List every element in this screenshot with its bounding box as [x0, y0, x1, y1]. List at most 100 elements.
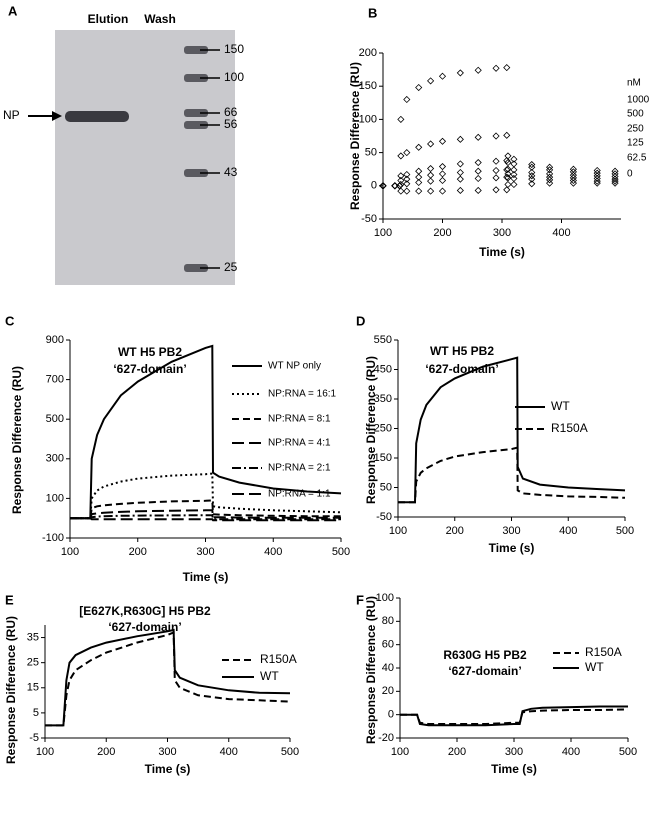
- data-point: [492, 132, 500, 140]
- y-tick-label: 500: [46, 413, 64, 425]
- data-point: [546, 163, 554, 171]
- data-point: [611, 167, 619, 175]
- y-tick-label: 50: [380, 481, 392, 493]
- x-tick-label: 500: [281, 746, 299, 758]
- y-tick-label: 150: [374, 452, 392, 464]
- data-point: [403, 180, 411, 188]
- x-tick-label: 300: [158, 746, 176, 758]
- marker-label: 100: [224, 70, 244, 84]
- legend-label: 500: [627, 109, 644, 120]
- ladder-band: [184, 109, 208, 117]
- data-point: [504, 174, 512, 182]
- data-point: [611, 175, 619, 183]
- data-point: [492, 174, 500, 182]
- y-axis-label: Response Difference (RU): [364, 356, 378, 504]
- legend-label: WT: [585, 660, 604, 674]
- data-point: [546, 166, 554, 174]
- data-point: [415, 187, 423, 195]
- series-line: [400, 708, 629, 725]
- data-point: [474, 186, 482, 195]
- data-point: [611, 177, 619, 185]
- data-point: [503, 131, 511, 139]
- data-point: [611, 179, 619, 187]
- data-point: [593, 177, 601, 185]
- data-point: [474, 133, 482, 141]
- annotation: ‘627-domain’: [108, 620, 181, 634]
- x-tick-label: 400: [559, 525, 577, 537]
- data-point: [504, 158, 512, 167]
- data-point: [492, 186, 500, 194]
- data-point: [611, 172, 619, 181]
- data-point: [456, 69, 464, 77]
- data-point: [546, 176, 554, 184]
- annotation: WT H5 PB2: [430, 344, 494, 358]
- y-axis-label: Response Difference (RU): [4, 616, 18, 764]
- data-point: [510, 180, 518, 189]
- legend-label: NP:RNA = 2:1: [268, 463, 331, 474]
- series-line: [398, 356, 626, 504]
- data-point: [403, 170, 411, 179]
- data-point: [438, 162, 447, 171]
- data-point: [438, 187, 447, 195]
- series-line: [45, 631, 291, 727]
- data-point: [415, 143, 423, 151]
- data-point: [569, 176, 577, 185]
- legend-label: WT: [260, 669, 279, 683]
- data-point: [379, 182, 387, 190]
- series-line: [45, 628, 291, 727]
- x-tick-label: 300: [196, 546, 214, 558]
- marker-label: 25: [224, 260, 238, 274]
- y-tick-label: 100: [46, 492, 64, 504]
- legend-label: WT: [551, 399, 570, 413]
- series-line: [70, 509, 341, 520]
- legend-label: 1000: [627, 95, 650, 106]
- data-point: [456, 135, 464, 143]
- data-point: [415, 167, 423, 175]
- np-band: [65, 111, 129, 122]
- x-tick-label: 500: [616, 525, 634, 537]
- y-tick-label: -100: [42, 532, 64, 544]
- ladder-band: [184, 121, 208, 129]
- data-point: [415, 173, 423, 181]
- series-line: [70, 499, 341, 520]
- y-tick-label: 100: [376, 592, 394, 604]
- data-point: [546, 179, 554, 187]
- data-point: [397, 172, 405, 180]
- y-tick-label: -50: [361, 213, 377, 225]
- y-tick-label: -20: [378, 732, 394, 744]
- data-point: [528, 163, 536, 171]
- x-tick-label: 400: [562, 746, 580, 758]
- data-point: [510, 155, 518, 163]
- lane-label: Wash: [144, 12, 176, 26]
- marker-label: 66: [224, 105, 238, 119]
- data-point: [427, 187, 435, 195]
- ladder-band: [184, 169, 208, 177]
- x-tick-label: 200: [448, 746, 466, 758]
- data-point: [397, 115, 405, 123]
- x-tick-label: 100: [61, 546, 79, 558]
- y-tick-label: 35: [27, 631, 39, 643]
- data-point: [528, 180, 536, 188]
- data-point: [503, 186, 511, 194]
- marker-label: 150: [224, 42, 244, 56]
- data-point: [456, 175, 464, 183]
- x-tick-label: 200: [97, 746, 115, 758]
- data-point: [438, 170, 447, 178]
- y-axis-label: Response Difference (RU): [348, 62, 362, 210]
- x-axis-label: Time (s): [479, 245, 525, 259]
- x-axis-label: Time (s): [145, 762, 191, 776]
- legend-label: 0: [627, 169, 633, 180]
- y-tick-label: 0: [388, 709, 394, 721]
- y-tick-label: 200: [359, 47, 377, 59]
- data-point: [397, 187, 405, 195]
- data-point: [427, 177, 435, 185]
- data-point: [503, 64, 511, 72]
- y-tick-label: 15: [27, 682, 39, 694]
- data-point: [528, 168, 536, 177]
- data-point: [403, 95, 411, 104]
- gel-image: [55, 30, 235, 285]
- series-line: [400, 705, 628, 727]
- data-point: [593, 174, 601, 183]
